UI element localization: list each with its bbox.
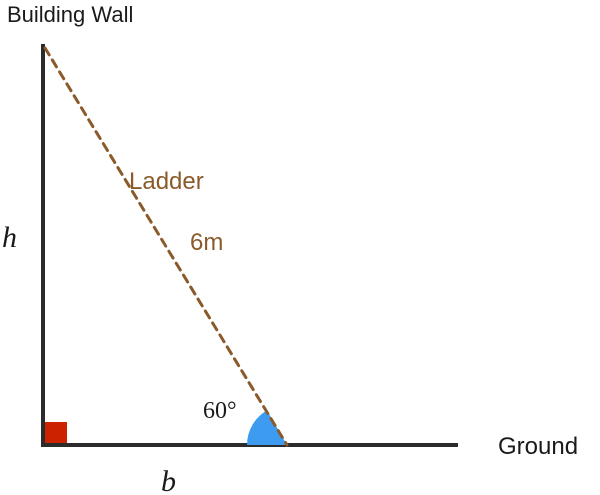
angle-arc xyxy=(247,410,287,445)
base-label: b xyxy=(161,465,176,495)
ladder-line xyxy=(43,46,289,447)
right-angle-marker xyxy=(45,422,67,443)
angle-label: 60° xyxy=(203,398,237,424)
ladder-label: Ladder xyxy=(129,168,204,195)
ground-label: Ground xyxy=(498,433,578,460)
ladder-length-label: 6m xyxy=(190,229,223,256)
wall-label: Building Wall xyxy=(7,2,133,27)
height-label: h xyxy=(2,221,17,254)
